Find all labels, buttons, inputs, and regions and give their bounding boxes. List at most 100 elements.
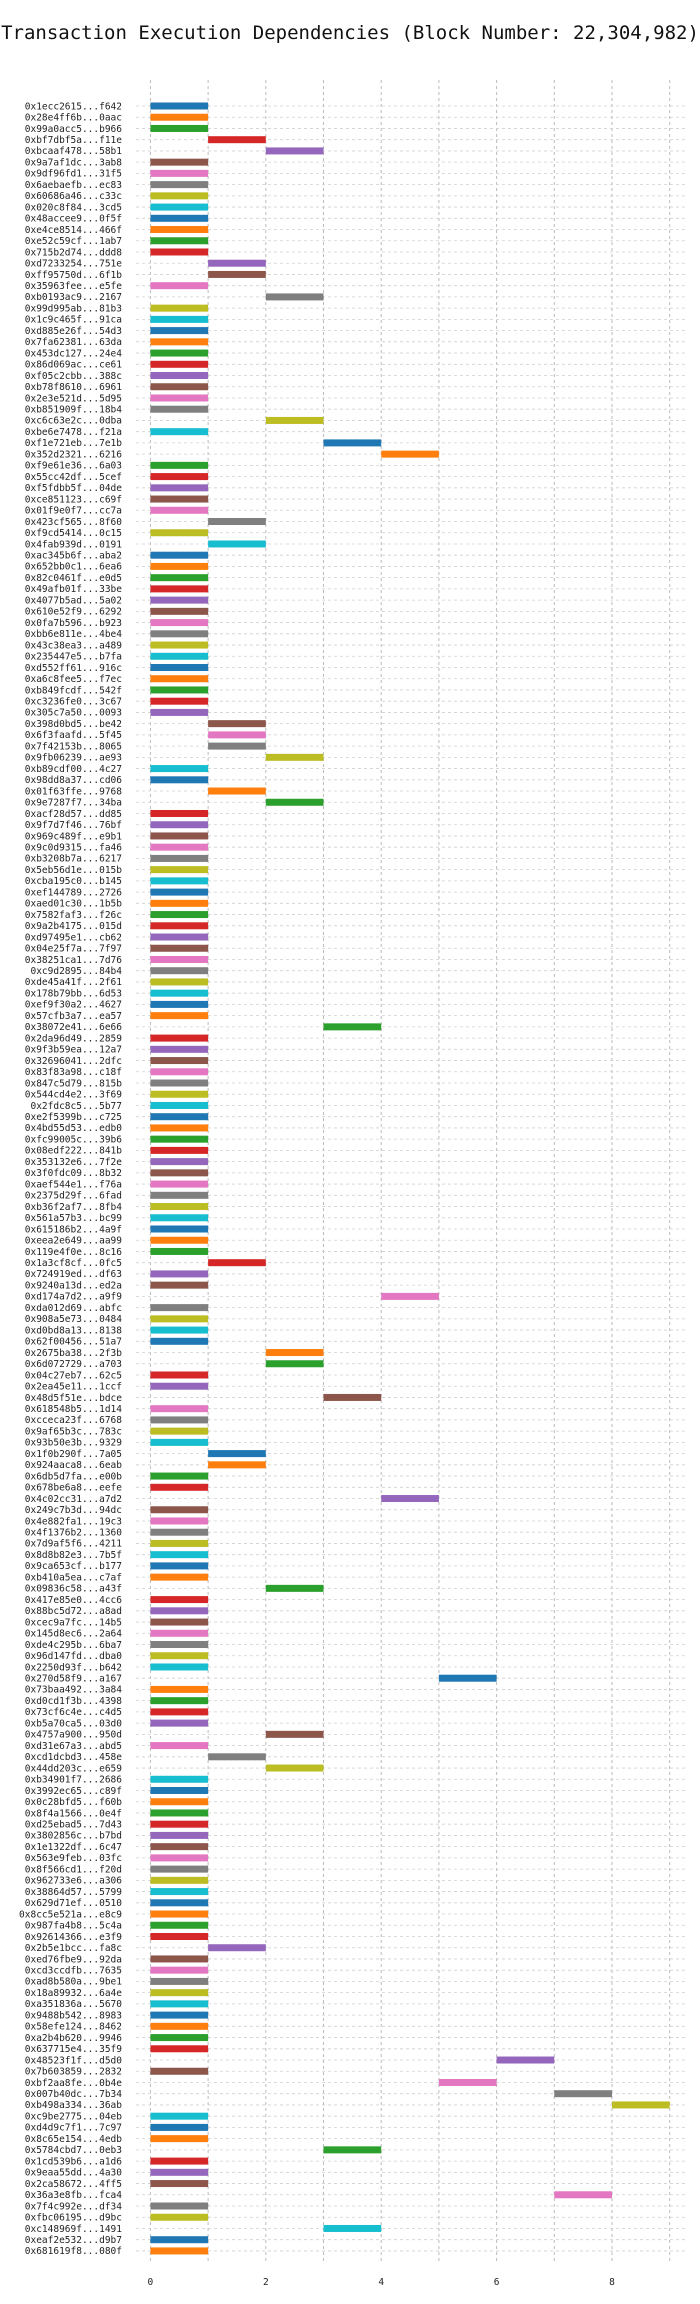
category-label: 0xcd3ccdfb...7635 — [25, 1965, 122, 1976]
transaction-bar — [208, 731, 266, 739]
transaction-bar — [150, 1472, 209, 1480]
transaction-bar — [150, 1876, 209, 1884]
category-label: 0x38251ca1...7d76 — [25, 955, 123, 966]
category-label: 0x4f1376b2...1360 — [25, 1528, 123, 1539]
transaction-bar — [150, 1831, 209, 1839]
category-label: 0xc148969f...1491 — [25, 2224, 123, 2235]
transaction-bar — [150, 1438, 209, 1446]
category-label: 0x9488b542...8983 — [25, 2010, 122, 2021]
category-label: 0x99a0acc5...b966 — [25, 124, 123, 135]
category-label: 0x9240a13d...ed2a — [25, 1280, 122, 1291]
category-label: 0xce851123...c69f — [25, 494, 122, 505]
category-label: 0x398d0bd5...be42 — [25, 719, 122, 730]
category-label: 0x652bb0c1...6ea6 — [25, 562, 123, 573]
transaction-bar — [150, 1304, 209, 1312]
transaction-bar — [150, 2123, 209, 2131]
transaction-bar — [150, 1057, 209, 1065]
transaction-bar — [150, 2202, 209, 2210]
transaction-bar — [150, 1180, 209, 1188]
category-label: 0x9eaa55dd...4a30 — [25, 2168, 123, 2179]
category-label: 0x7f4c992e...df34 — [25, 2201, 123, 2212]
transaction-bar — [150, 1101, 209, 1109]
category-label: 0x235447e5...b7fa — [25, 652, 122, 663]
transaction-bar — [150, 1191, 209, 1199]
transaction-bar — [265, 1584, 324, 1592]
category-label: 0xd7233254...751e — [25, 259, 123, 270]
transaction-bar — [150, 192, 209, 200]
category-label: 0xb36f2af7...8fb4 — [25, 1202, 123, 1213]
category-label: 0x1e1322df...6c47 — [25, 1842, 122, 1853]
transaction-bar — [150, 1416, 209, 1424]
transaction-bar — [150, 933, 209, 941]
transaction-bar — [208, 270, 266, 278]
transaction-bar — [150, 1326, 209, 1334]
transaction-bar — [150, 360, 209, 368]
transaction-bar — [208, 742, 266, 750]
category-label: 0x2ea45e11...1ccf — [25, 1382, 122, 1393]
category-label: 0x44dd203c...e659 — [25, 1763, 123, 1774]
category-label: 0x9e7287f7...34ba — [25, 798, 122, 809]
transaction-bar — [150, 529, 209, 537]
transaction-bar — [150, 2168, 209, 2176]
category-label: 0xcceca23f...6768 — [25, 1415, 123, 1426]
transaction-bar — [150, 1236, 209, 1244]
transaction-bar — [150, 2180, 209, 2188]
transaction-bar — [150, 1270, 209, 1278]
category-label: 0x2b5e1bcc...fa8c — [25, 1943, 122, 1954]
transaction-bar — [150, 1910, 209, 1918]
category-label: 0xed76fbe9...92da — [25, 1954, 122, 1965]
transaction-bar — [150, 1888, 209, 1896]
category-label: 0x2ca58672...4ff5 — [25, 2179, 122, 2190]
category-label: 0x57cfb3a7...ea57 — [25, 1011, 122, 1022]
category-label: 0xd25ebad5...7d43 — [25, 1819, 122, 1830]
category-label: 0x9a2b4175...015d — [25, 921, 122, 932]
transaction-bar — [611, 2101, 670, 2109]
transaction-bar — [150, 854, 209, 862]
category-label: 0xd97495e1...cb62 — [25, 932, 122, 943]
transaction-bar — [150, 1337, 209, 1345]
transaction-bar — [150, 911, 209, 919]
transaction-bar — [150, 1596, 209, 1604]
category-label: 0xbf2aa8fe...0b4e — [25, 2078, 123, 2089]
transaction-bar — [150, 1573, 209, 1581]
transaction-bar — [150, 1090, 209, 1098]
category-label: 0x9f7d7f46...76bf — [25, 820, 122, 831]
category-label: 0x724919ed...df63 — [25, 1269, 122, 1280]
transaction-bar — [150, 248, 209, 256]
transaction-bar — [150, 1843, 209, 1851]
transaction-bar — [150, 1685, 209, 1693]
transaction-bar — [150, 2011, 209, 2019]
category-label: 0xde45a41f...2f61 — [25, 977, 123, 988]
transaction-bar — [150, 506, 209, 514]
chart-title: Transaction Execution Dependencies (Bloc… — [1, 22, 699, 44]
category-label: 0xd885e26f...54d3 — [25, 326, 122, 337]
category-label: 0x908a5e73...0484 — [25, 1314, 123, 1325]
transaction-bar — [265, 753, 324, 761]
category-label: 0x0fa7b596...b923 — [25, 618, 122, 629]
category-label: 0xf5fdbb5f...04de — [25, 483, 123, 494]
transaction-bar — [150, 551, 209, 559]
transaction-bar — [150, 1483, 209, 1491]
transaction-bar — [150, 169, 209, 177]
category-label: 0x3802856c...b7bd — [25, 1831, 122, 1842]
transaction-bar — [150, 203, 209, 211]
category-label: 0x9a7af1dc...3ab8 — [25, 157, 123, 168]
transaction-bar — [150, 1079, 209, 1087]
category-label: 0x7b603859...2832 — [25, 2067, 122, 2078]
category-label: 0x32696041...2dfc — [25, 1056, 122, 1067]
category-label: 0xb78f8610...6961 — [25, 382, 123, 393]
transaction-bar — [150, 405, 209, 413]
transaction-bar — [150, 1641, 209, 1649]
category-label: 0x8d8b82e3...7b5f — [25, 1550, 122, 1561]
category-label: 0x715b2d74...ddd8 — [25, 247, 123, 258]
category-label: 0x4c02cc31...a7d2 — [25, 1494, 122, 1505]
category-label: 0xef9f30a2...4627 — [25, 1000, 122, 1011]
transaction-bar — [381, 450, 439, 458]
category-label: 0x82c0461f...e0d5 — [25, 573, 122, 584]
transaction-bar — [265, 1349, 324, 1357]
transaction-bar — [150, 955, 209, 963]
transaction-bar — [150, 1427, 209, 1435]
category-label: 0x1f0b290f...7a05 — [25, 1449, 122, 1460]
category-label: 0x62f00456...51a7 — [25, 1337, 122, 1348]
category-label: 0x38864d57...5799 — [25, 1887, 123, 1898]
